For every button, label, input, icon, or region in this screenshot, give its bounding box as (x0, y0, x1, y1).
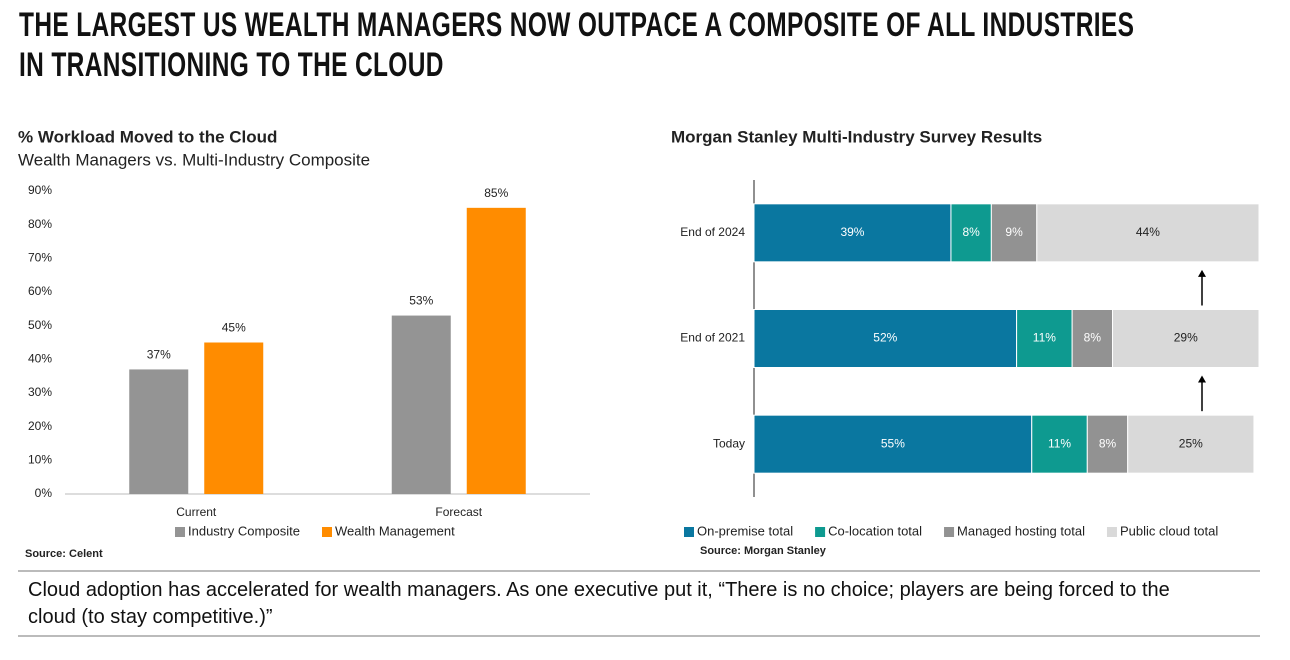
legend-swatch (684, 527, 694, 537)
value-label: 8% (1099, 436, 1117, 450)
bar-segment (950, 203, 992, 263)
y-tick-label: Today (713, 436, 745, 450)
y-tick-label: End of 2024 (680, 225, 745, 239)
bar (391, 315, 451, 494)
chart-subtitle: Wealth Managers vs. Multi-Industry Compo… (18, 150, 370, 169)
legend-label: Industry Composite (188, 523, 300, 538)
legend-swatch (322, 527, 332, 537)
value-label: 37% (147, 348, 171, 362)
arrow-head (1198, 269, 1206, 277)
value-label: 85% (484, 186, 508, 200)
value-label: 55% (881, 436, 905, 450)
bar (466, 207, 526, 495)
legend-label: Managed hosting total (957, 523, 1085, 538)
legend-swatch (175, 527, 185, 537)
value-label: 29% (1174, 331, 1198, 345)
y-tick-label: 50% (28, 318, 52, 332)
title-line: THE LARGEST US WEALTH MANAGERS NOW OUTPA… (19, 6, 1135, 44)
value-label: 52% (873, 331, 897, 345)
bar-segment (753, 414, 1033, 474)
y-tick-label: 60% (28, 284, 52, 298)
y-tick-label: 20% (28, 419, 52, 433)
y-tick-label: 10% (28, 453, 52, 467)
source: Source: Morgan Stanley (700, 545, 827, 557)
footnote: Cloud adoption has accelerated for wealt… (28, 579, 1170, 628)
bar-segment (753, 203, 952, 263)
bar (204, 342, 264, 494)
y-tick-label: 90% (28, 183, 52, 197)
legend-label: Co-location total (828, 523, 922, 538)
y-tick-label: 0% (35, 486, 53, 500)
bar-segment (1016, 309, 1073, 368)
bar-segment (1127, 414, 1255, 474)
y-tick-label: 30% (28, 385, 52, 399)
legend-label: Wealth Management (335, 523, 455, 538)
chart-title: % Workload Moved to the Cloud (18, 127, 277, 146)
legend-swatch (944, 527, 955, 537)
value-label: 44% (1136, 225, 1160, 239)
arrow-head (1198, 375, 1206, 383)
value-label: 39% (840, 225, 864, 239)
x-tick-label: Current (176, 505, 217, 519)
y-tick-label: 40% (28, 352, 52, 366)
x-tick-label: Forecast (435, 505, 482, 519)
y-tick-label: 70% (28, 251, 52, 265)
chart-title: Morgan Stanley Multi-Industry Survey Res… (671, 127, 1042, 146)
value-label: 8% (1084, 331, 1102, 345)
bar-segment (1086, 414, 1129, 474)
title-line: IN TRANSITIONING TO THE CLOUD (19, 46, 444, 84)
legend-label: On-premise total (697, 523, 793, 538)
legend-label: Public cloud total (1120, 523, 1218, 538)
value-label: 11% (1033, 331, 1056, 345)
value-label: 11% (1048, 436, 1071, 450)
bar-segment (1112, 309, 1260, 368)
legend-swatch (815, 527, 826, 537)
legend-swatch (1106, 527, 1117, 537)
value-label: 45% (222, 321, 246, 335)
bar-segment (1036, 203, 1260, 263)
bar (129, 369, 189, 494)
value-label: 8% (962, 225, 980, 239)
value-label: 25% (1179, 436, 1203, 450)
y-tick-label: End of 2021 (680, 331, 745, 345)
bar-segment (753, 309, 1018, 368)
bar-segment (990, 203, 1038, 263)
value-label: 9% (1005, 225, 1023, 239)
value-label: 53% (409, 294, 433, 308)
y-tick-label: 80% (28, 217, 52, 231)
source: Source: Celent (25, 548, 103, 560)
